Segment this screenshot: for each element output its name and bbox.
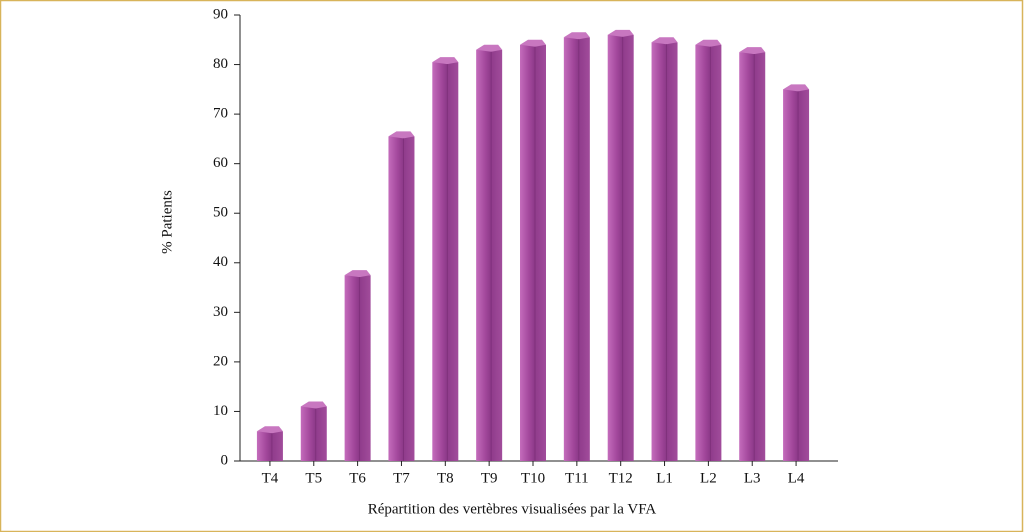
x-tick-label: T7 <box>393 470 410 486</box>
bar <box>607 34 634 461</box>
x-tick-label: T6 <box>349 470 366 486</box>
bar-cap <box>651 37 678 45</box>
x-axis-label: Répartition des vertèbres visualisées pa… <box>368 501 657 517</box>
bar <box>300 406 327 461</box>
x-tick-label: L1 <box>656 470 673 486</box>
bar-cap <box>432 57 459 65</box>
y-tick-label: 50 <box>213 205 228 221</box>
y-tick-label: 40 <box>213 254 228 270</box>
x-tick-label: L2 <box>700 470 717 486</box>
y-tick-label: 70 <box>213 106 228 122</box>
bar-cap <box>300 401 327 409</box>
bar-cap <box>388 131 415 139</box>
bar-cap <box>344 270 371 278</box>
x-tick-label: T5 <box>305 470 322 486</box>
y-tick-label: 90 <box>213 6 228 22</box>
bar-cap <box>563 32 590 40</box>
bar <box>476 49 503 461</box>
x-tick-label: L4 <box>788 470 805 486</box>
bar <box>344 275 371 461</box>
bar-cap <box>256 426 283 434</box>
y-tick-label: 30 <box>213 304 228 320</box>
bar <box>651 42 678 461</box>
y-tick-label: 0 <box>221 452 229 468</box>
y-tick-label: 20 <box>213 353 228 369</box>
x-tick-label: T4 <box>262 470 279 486</box>
bar <box>256 431 283 461</box>
bar-cap <box>695 39 722 47</box>
y-tick-label: 10 <box>213 403 228 419</box>
bar-cap <box>476 44 503 52</box>
bar-cap <box>739 47 766 55</box>
bar <box>388 136 415 461</box>
bar <box>695 44 722 461</box>
bar-cap <box>520 39 546 47</box>
x-tick-label: T10 <box>521 470 545 486</box>
x-tick-label: T9 <box>481 470 498 486</box>
y-tick-label: 80 <box>213 56 228 72</box>
x-tick-label: T8 <box>437 470 454 486</box>
bar <box>432 62 459 461</box>
x-tick-label: L3 <box>744 470 761 486</box>
bar <box>739 52 766 462</box>
y-tick-label: 60 <box>213 155 228 171</box>
y-axis-label: % Patients <box>159 190 175 254</box>
bar <box>783 89 810 461</box>
bar-cap <box>607 29 634 37</box>
x-tick-label: T12 <box>609 470 633 486</box>
bar <box>563 37 590 462</box>
x-tick-label: T11 <box>565 470 589 486</box>
bar-cap <box>783 84 810 92</box>
bar <box>520 44 546 461</box>
